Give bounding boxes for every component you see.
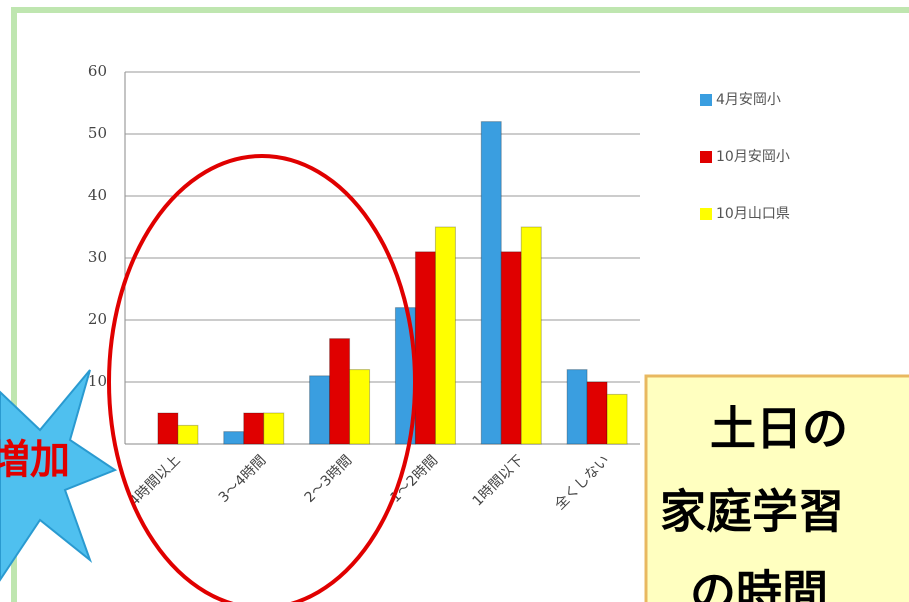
y-tick-label: 30 — [88, 248, 107, 266]
bar — [223, 431, 245, 445]
bar — [157, 412, 179, 445]
bar — [243, 412, 265, 445]
legend-label: 4月安岡小 — [716, 92, 781, 108]
highlight-ellipse — [107, 154, 417, 602]
y-tick-label: 60 — [88, 62, 107, 80]
bar — [500, 251, 522, 445]
y-tick-label: 40 — [88, 186, 107, 204]
bar — [414, 251, 436, 445]
bar — [566, 369, 588, 445]
bar — [520, 226, 542, 445]
legend-swatch — [700, 208, 712, 220]
badge-burst — [0, 369, 118, 582]
bar — [586, 381, 608, 445]
bar — [480, 121, 502, 445]
bar — [606, 393, 628, 445]
bar — [329, 338, 351, 445]
callout-line: の時間 — [690, 566, 828, 602]
legend-label: 10月山口県 — [716, 206, 790, 222]
callout-line: 家庭学習 — [660, 485, 844, 539]
y-tick-label: 50 — [88, 124, 107, 142]
y-tick-label: 10 — [88, 372, 107, 390]
callout-box — [644, 374, 909, 602]
legend-label: 10月安岡小 — [716, 149, 790, 165]
legend-swatch — [700, 94, 712, 106]
bar — [177, 424, 199, 445]
bar — [263, 412, 285, 445]
callout-line: 土日の — [710, 402, 848, 456]
legend-swatch — [700, 151, 712, 163]
y-tick-label: 20 — [88, 310, 107, 328]
bar — [434, 226, 456, 445]
bar — [349, 369, 371, 445]
bar — [309, 375, 331, 445]
badge-text: 増加 — [0, 437, 70, 483]
